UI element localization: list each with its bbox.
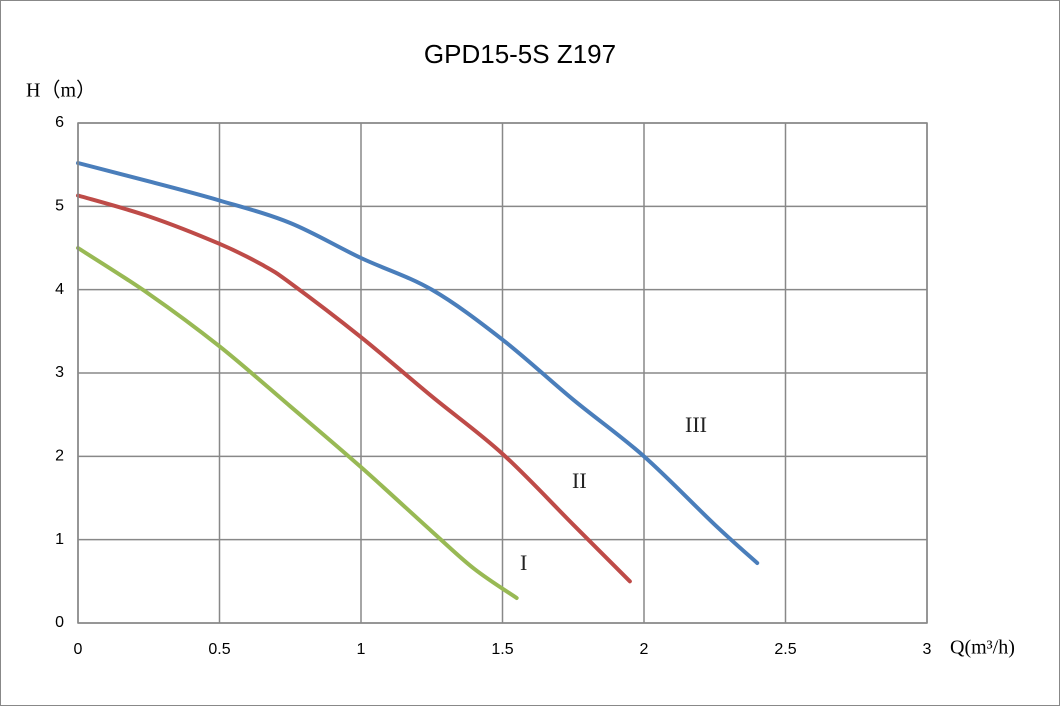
chart-title: GPD15-5S Z197 (424, 39, 616, 69)
y-tick-label: 3 (55, 364, 64, 381)
y-tick-label: 2 (55, 448, 64, 465)
x-tick-label: 2 (640, 641, 649, 658)
y-tick-label: 5 (55, 198, 64, 215)
plot-border (77, 122, 928, 624)
series-label: II (572, 468, 587, 493)
x-tick-label: 1.5 (491, 641, 513, 658)
y-tick-label: 4 (55, 281, 64, 298)
x-axis-label: Q(m³/h) (950, 637, 1015, 659)
y-axis-label: H（m） (26, 79, 96, 102)
series-label: I (520, 550, 527, 575)
x-tick-label: 0.5 (208, 641, 230, 658)
series-label: III (685, 412, 707, 437)
x-tick-label: 3 (923, 641, 932, 658)
y-tick-label: 0 (55, 614, 64, 631)
series-line (76, 246, 519, 600)
series-line (76, 161, 760, 565)
y-tick-label: 6 (55, 114, 64, 131)
series-line (76, 193, 632, 584)
x-tick-label: 0 (74, 641, 83, 658)
x-tick-label: 2.5 (774, 641, 796, 658)
x-tick-label: 1 (357, 641, 366, 658)
y-tick-label: 1 (55, 531, 64, 548)
